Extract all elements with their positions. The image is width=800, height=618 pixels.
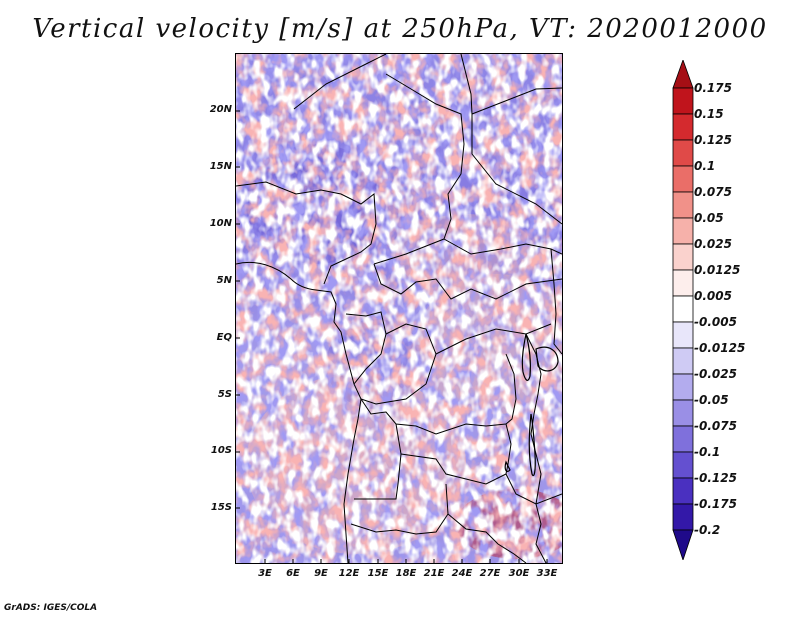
colorbar-label: -0.175: [694, 497, 737, 511]
colorbar-label: -0.005: [694, 315, 737, 329]
colorbar-label: 0.05: [694, 211, 724, 225]
colorbar-segment: [672, 191, 694, 219]
colorbar-label: 0.1: [694, 159, 716, 173]
colorbar-segment: [672, 113, 694, 141]
colorbar-segment: [672, 139, 694, 167]
lat-label-15n: 15N: [209, 161, 232, 172]
lat-label-15s: 15S: [210, 502, 232, 513]
colorbar-label: -0.125: [694, 471, 737, 485]
lon-label-21e: 21E: [423, 568, 445, 579]
lat-label-10s: 10S: [210, 445, 232, 456]
lon-label-9e: 9E: [314, 568, 328, 579]
lon-label-30e: 30E: [508, 568, 530, 579]
lon-label-27e: 27E: [479, 568, 501, 579]
colorbar-label: 0.175: [694, 81, 732, 95]
colorbar: [672, 60, 694, 560]
colorbar-label: 0.025: [694, 237, 732, 251]
lon-label-15e: 15E: [367, 568, 389, 579]
colorbar-segment: [672, 503, 694, 531]
colorbar-segment: [672, 451, 694, 479]
colorbar-label: -0.2: [694, 523, 721, 537]
lat-label-20n: 20N: [209, 104, 232, 115]
colorbar-label: -0.025: [694, 367, 737, 381]
colorbar-segment: [672, 373, 694, 401]
colorbar-label: -0.1: [694, 445, 721, 459]
colorbar-label: 0.075: [694, 185, 732, 199]
lon-label-6e: 6E: [286, 568, 300, 579]
colorbar-label: -0.0125: [694, 341, 746, 355]
lat-label-10n: 10N: [209, 218, 232, 229]
colorbar-label: -0.075: [694, 419, 737, 433]
colorbar-segment: [672, 217, 694, 245]
map-panel: [235, 53, 563, 564]
lon-label-18e: 18E: [395, 568, 417, 579]
colorbar-segment: [672, 321, 694, 349]
colorbar-segment: [672, 295, 694, 323]
plot-title: Vertical velocity [m/s] at 250hPa, VT: 2…: [32, 14, 768, 44]
colorbar-segment: [672, 87, 694, 115]
colorbar-segment: [672, 243, 694, 271]
colorbar-segment: [672, 165, 694, 193]
colorbar-segment: [672, 60, 694, 89]
colorbar-label: 0.15: [694, 107, 724, 121]
lon-label-33e: 33E: [536, 568, 558, 579]
colorbar-label: 0.0125: [694, 263, 741, 277]
colorbar-segment: [672, 399, 694, 427]
colorbar-segment: [672, 477, 694, 505]
lon-label-3e: 3E: [258, 568, 272, 579]
lat-label-5s: 5S: [217, 389, 232, 400]
colorbar-label: -0.05: [694, 393, 729, 407]
lat-label-5n: 5N: [216, 275, 232, 286]
lon-label-24e: 24E: [451, 568, 473, 579]
lat-label-eq: EQ: [216, 332, 232, 343]
colorbar-segment: [672, 529, 694, 560]
colorbar-segment: [672, 425, 694, 453]
colorbar-segment: [672, 347, 694, 375]
colorbar-label: 0.005: [694, 289, 732, 303]
colorbar-label: 0.125: [694, 133, 732, 147]
lon-label-12e: 12E: [338, 568, 360, 579]
colorbar-segment: [672, 269, 694, 297]
vertical-velocity-field: [236, 54, 562, 563]
footer-credit: GrADS: IGES/COLA: [4, 603, 98, 613]
